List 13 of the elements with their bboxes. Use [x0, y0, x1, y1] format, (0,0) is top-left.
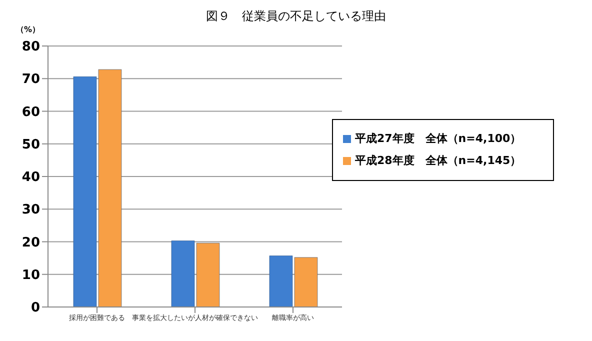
chart-title: 図９ 従業員の不足している理由 [205, 8, 387, 24]
y-tick-label: 30 [22, 202, 40, 218]
y-tick-label: 40 [22, 170, 40, 186]
y-tick-label: 0 [30, 300, 40, 316]
y-tick-label: 10 [22, 268, 40, 283]
y-tick-label: 20 [22, 235, 40, 250]
y-tick-label: 60 [22, 104, 40, 120]
y-axis-title: （%） [16, 24, 40, 35]
legend-label: 平成27年度 全体（n=4,100） [355, 132, 522, 145]
legend-label: 平成28年度 全体（n=4,145） [355, 154, 522, 167]
y-tick-label: 80 [22, 40, 40, 55]
y-tick-label: 70 [22, 72, 40, 88]
y-tick-label: 50 [22, 137, 40, 152]
